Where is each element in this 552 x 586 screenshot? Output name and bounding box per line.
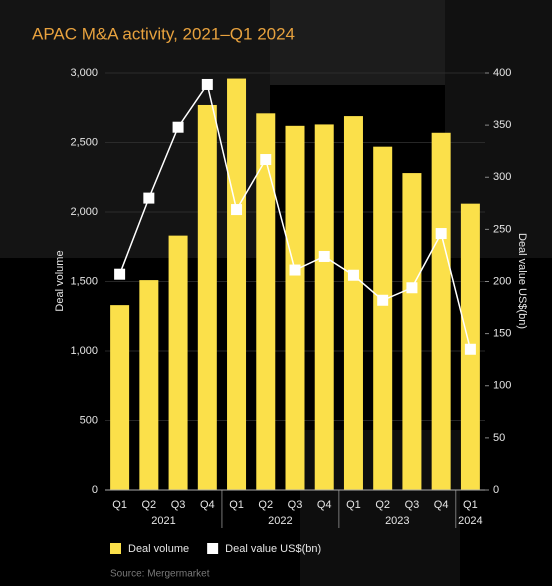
bar [314,124,334,491]
y-tick-label: 3,000 [70,67,98,79]
y2-tick-label: 50 [493,432,505,444]
x-tick-label: Q1 [463,499,478,511]
x-group-label: 2023 [385,515,409,527]
bar [285,125,305,490]
y2-tick-label: 150 [493,328,511,340]
point [260,154,272,166]
bar [402,173,422,490]
y2-tick-label: 100 [493,380,511,392]
x-tick-label: Q4 [317,499,332,511]
bar [168,235,188,490]
y2-tick-label: 350 [493,119,511,131]
y-tick-label: 500 [80,414,98,426]
x-tick-label: Q2 [375,499,390,511]
point [172,121,184,133]
chart-title: APAC M&A activity, 2021–Q1 2024 [32,24,295,43]
y-tick-label: 2,500 [70,136,98,148]
bar [197,104,217,490]
source: Source: Mergermarket [110,569,210,580]
y2-axis-title: Deal value US$(bn) [516,233,528,329]
point [231,204,243,216]
x-tick-label: Q2 [142,499,157,511]
y-tick-label: 1,000 [70,345,98,357]
y2-tick-label: 400 [493,67,511,79]
backdrop [0,0,270,258]
bar [343,116,363,490]
x-group-label: 2024 [458,515,482,527]
legend-swatch [207,543,219,554]
legend-label: Deal value US$(bn) [225,543,321,555]
x-tick-label: Q1 [346,499,361,511]
y2-tick-label: 250 [493,223,511,235]
bar [227,78,247,490]
backdrop [270,0,445,85]
x-group-label: 2021 [151,515,175,527]
y-axis-title: Deal volume [54,250,66,311]
bar [139,280,159,490]
legend-swatch [110,543,121,554]
bar [110,305,130,490]
point [377,294,389,306]
point [318,250,330,262]
point [201,78,213,90]
x-tick-label: Q4 [200,499,215,511]
y-tick-label: 1,500 [70,275,98,287]
bar [256,113,276,490]
y-tick-label: 0 [92,484,98,496]
point [464,343,476,355]
x-tick-label: Q3 [171,499,186,511]
point [114,268,126,280]
x-tick-label: Q3 [405,499,420,511]
y2-tick-label: 300 [493,171,511,183]
y-tick-label: 2,000 [70,206,98,218]
point [289,264,301,276]
x-tick-label: Q1 [112,499,127,511]
x-tick-label: Q3 [288,499,303,511]
point [347,269,359,281]
x-group-label: 2022 [268,515,292,527]
point [406,282,418,294]
legend-label: Deal volume [128,543,189,555]
x-tick-label: Q4 [434,499,449,511]
point [143,192,155,204]
x-tick-label: Q1 [229,499,244,511]
y2-tick-label: 200 [493,275,511,287]
x-tick-label: Q2 [258,499,273,511]
point [435,228,447,240]
bar [373,146,393,491]
y2-tick-label: 0 [493,484,499,496]
bar [431,132,451,490]
